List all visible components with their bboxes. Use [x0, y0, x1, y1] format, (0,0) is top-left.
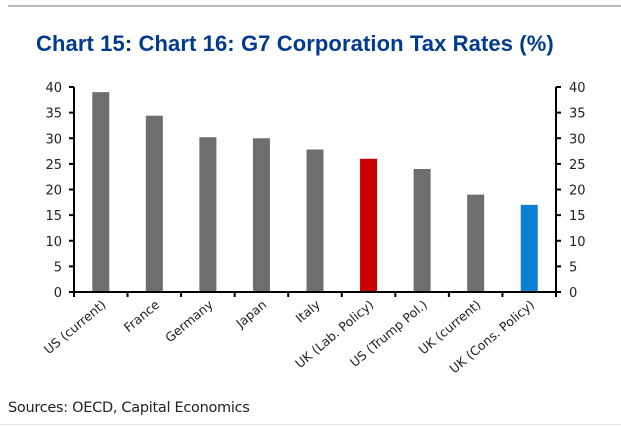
y-tick-label-left: 5: [54, 260, 62, 275]
x-category-label: France: [121, 297, 163, 335]
y-tick-label-left: 30: [45, 132, 62, 147]
x-category-label: Japan: [232, 297, 269, 332]
y-tick-label-right: 40: [569, 81, 586, 96]
y-tick-label-left: 40: [45, 81, 62, 96]
bar-8: [467, 194, 485, 292]
bottom-divider: [0, 424, 621, 425]
y-tick-label-right: 30: [569, 132, 586, 147]
x-category-label: Germany: [162, 296, 216, 345]
y-tick-label-left: 20: [45, 184, 62, 199]
bar-4: [252, 138, 270, 292]
y-tick-label-left: 25: [45, 158, 62, 173]
y-tick-label-right: 25: [569, 158, 586, 173]
axes-group: [69, 86, 561, 297]
y-tick-label-left: 35: [45, 107, 62, 122]
bar-7: [413, 169, 431, 292]
bars-group: [92, 92, 538, 292]
y-tick-label-left: 15: [45, 209, 62, 224]
y-tick-label-right: 0: [569, 286, 577, 301]
source-note: Sources: OECD, Capital Economics: [8, 400, 250, 416]
y-tick-label-right: 20: [569, 184, 586, 199]
y-tick-label-right: 10: [569, 235, 586, 250]
bar-5: [306, 149, 324, 292]
bar-9: [520, 204, 538, 292]
y-tick-label-left: 10: [45, 235, 62, 250]
bar-3: [199, 137, 217, 292]
x-category-label: Italy: [293, 296, 324, 325]
y-tick-label-right: 15: [569, 209, 586, 224]
bar-2: [145, 115, 163, 292]
chart-title: Chart 15: Chart 16: G7 Corporation Tax R…: [36, 31, 554, 56]
y-tick-label-right: 35: [569, 107, 586, 122]
top-divider: [8, 5, 621, 7]
y-tick-label-left: 0: [54, 286, 62, 301]
bar-6: [360, 158, 378, 292]
y-tick-label-right: 5: [569, 260, 577, 275]
bar-1: [92, 92, 110, 292]
x-category-label: US (current): [41, 297, 109, 357]
